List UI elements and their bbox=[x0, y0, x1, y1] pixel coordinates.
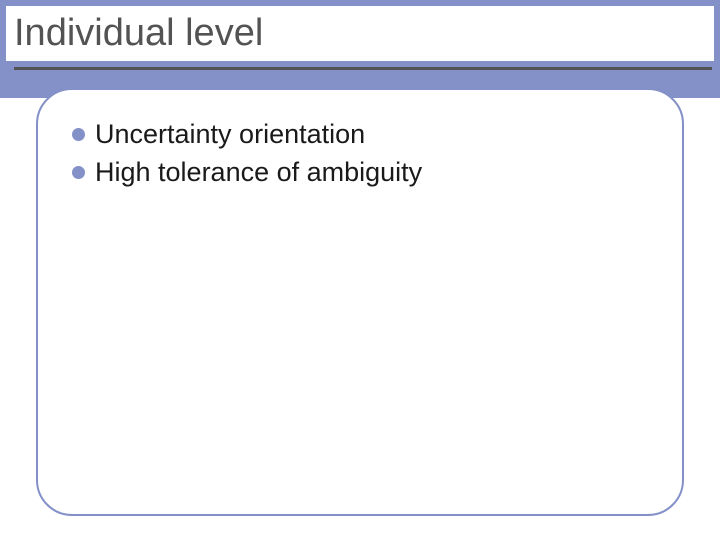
bullet-text: Uncertainty orientation bbox=[95, 118, 365, 152]
list-item: Uncertainty orientation bbox=[72, 118, 652, 152]
title-box: Individual level bbox=[6, 6, 714, 61]
title-underline bbox=[14, 67, 712, 70]
slide-title: Individual level bbox=[6, 12, 263, 55]
bullet-icon bbox=[72, 128, 85, 141]
bullet-icon bbox=[72, 166, 85, 179]
bullet-list: Uncertainty orientation High tolerance o… bbox=[72, 118, 652, 194]
list-item: High tolerance of ambiguity bbox=[72, 156, 652, 190]
slide: Individual level Uncertainty orientation… bbox=[0, 0, 720, 540]
bullet-text: High tolerance of ambiguity bbox=[95, 156, 422, 190]
